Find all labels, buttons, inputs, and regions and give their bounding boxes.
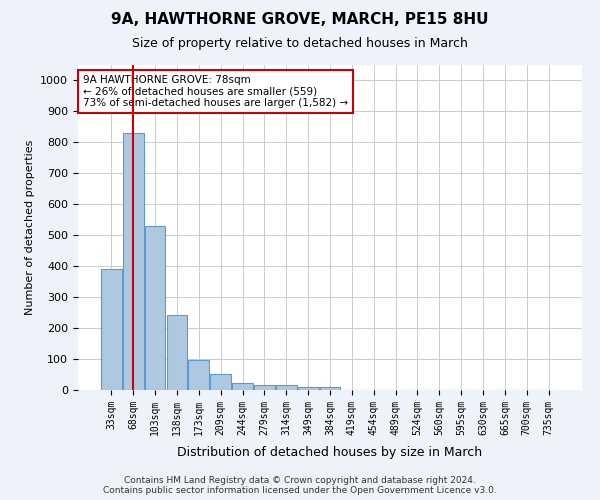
Bar xyxy=(188,360,209,390)
Bar xyxy=(298,387,319,390)
Bar xyxy=(167,315,187,390)
Bar xyxy=(101,270,122,390)
X-axis label: Distribution of detached houses by size in March: Distribution of detached houses by size … xyxy=(178,446,482,459)
Bar xyxy=(276,384,296,390)
Text: 9A, HAWTHORNE GROVE, MARCH, PE15 8HU: 9A, HAWTHORNE GROVE, MARCH, PE15 8HU xyxy=(111,12,489,28)
Text: Size of property relative to detached houses in March: Size of property relative to detached ho… xyxy=(132,38,468,51)
Bar xyxy=(232,383,253,390)
Bar xyxy=(145,226,166,390)
Y-axis label: Number of detached properties: Number of detached properties xyxy=(25,140,35,315)
Text: 9A HAWTHORNE GROVE: 78sqm
← 26% of detached houses are smaller (559)
73% of semi: 9A HAWTHORNE GROVE: 78sqm ← 26% of detac… xyxy=(83,74,348,108)
Bar xyxy=(320,387,340,390)
Text: Contains HM Land Registry data © Crown copyright and database right 2024.
Contai: Contains HM Land Registry data © Crown c… xyxy=(103,476,497,495)
Bar xyxy=(254,384,275,390)
Bar xyxy=(123,133,143,390)
Bar xyxy=(210,374,231,390)
